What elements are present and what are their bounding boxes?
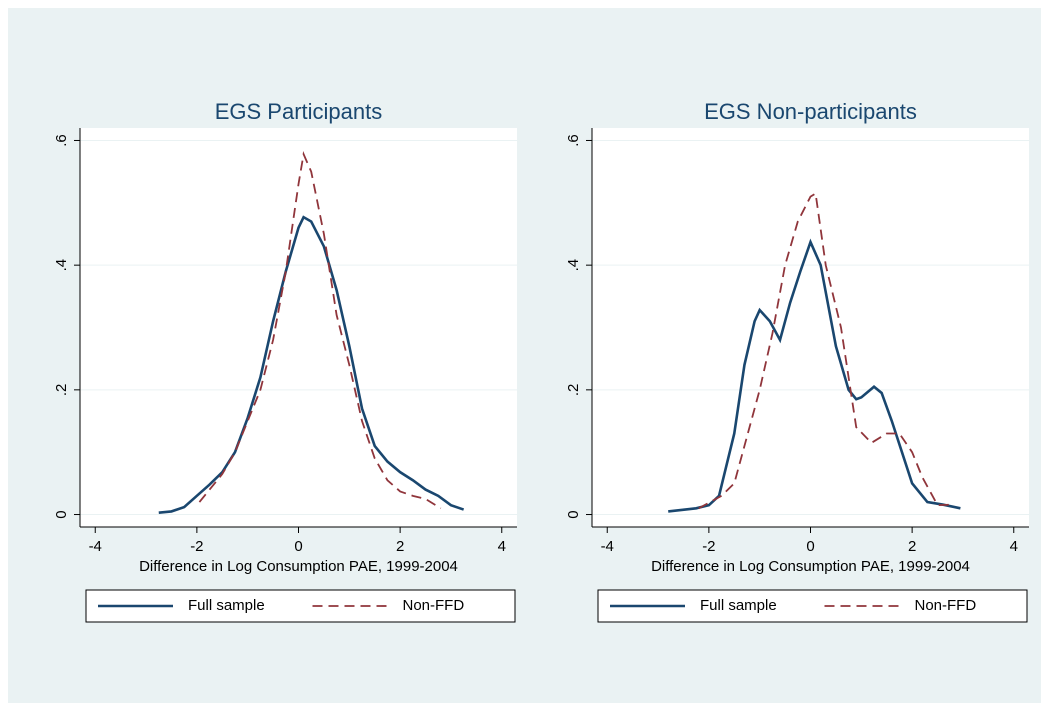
x-tick-label: -4 bbox=[89, 538, 102, 555]
x-tick-label: -4 bbox=[601, 538, 614, 555]
data-line bbox=[698, 191, 953, 510]
data-line bbox=[198, 151, 442, 510]
chart-title: EGS Participants bbox=[215, 99, 383, 124]
chart-title: EGS Non-participants bbox=[704, 99, 917, 124]
plot-area bbox=[592, 128, 1029, 527]
x-tick-label: 2 bbox=[908, 538, 916, 555]
x-axis-label: Difference in Log Consumption PAE, 1999-… bbox=[139, 558, 458, 575]
data-line bbox=[668, 238, 961, 513]
x-tick-label: 2 bbox=[396, 538, 404, 555]
y-tick-label: 0 bbox=[53, 510, 70, 518]
x-tick-label: 4 bbox=[498, 538, 506, 555]
y-tick-label: 0 bbox=[565, 510, 582, 518]
x-tick-label: 0 bbox=[294, 538, 302, 555]
legend-label: Full sample bbox=[188, 597, 265, 614]
x-tick-label: 0 bbox=[806, 538, 814, 555]
y-tick-label: .2 bbox=[565, 384, 582, 397]
x-tick-label: -2 bbox=[702, 538, 715, 555]
x-axis-label: Difference in Log Consumption PAE, 1999-… bbox=[651, 558, 970, 575]
x-tick-label: 4 bbox=[1010, 538, 1018, 555]
y-tick-label: .4 bbox=[565, 259, 582, 272]
plot-area bbox=[80, 128, 517, 527]
y-tick-label: .6 bbox=[53, 134, 70, 147]
data-line bbox=[158, 215, 465, 514]
legend-label: Non-FFD bbox=[915, 597, 977, 614]
legend-label: Non-FFD bbox=[403, 597, 465, 614]
legend-label: Full sample bbox=[700, 597, 777, 614]
y-tick-label: .6 bbox=[565, 134, 582, 147]
x-tick-label: -2 bbox=[190, 538, 203, 555]
y-tick-label: .4 bbox=[53, 259, 70, 272]
y-tick-label: .2 bbox=[53, 384, 70, 397]
